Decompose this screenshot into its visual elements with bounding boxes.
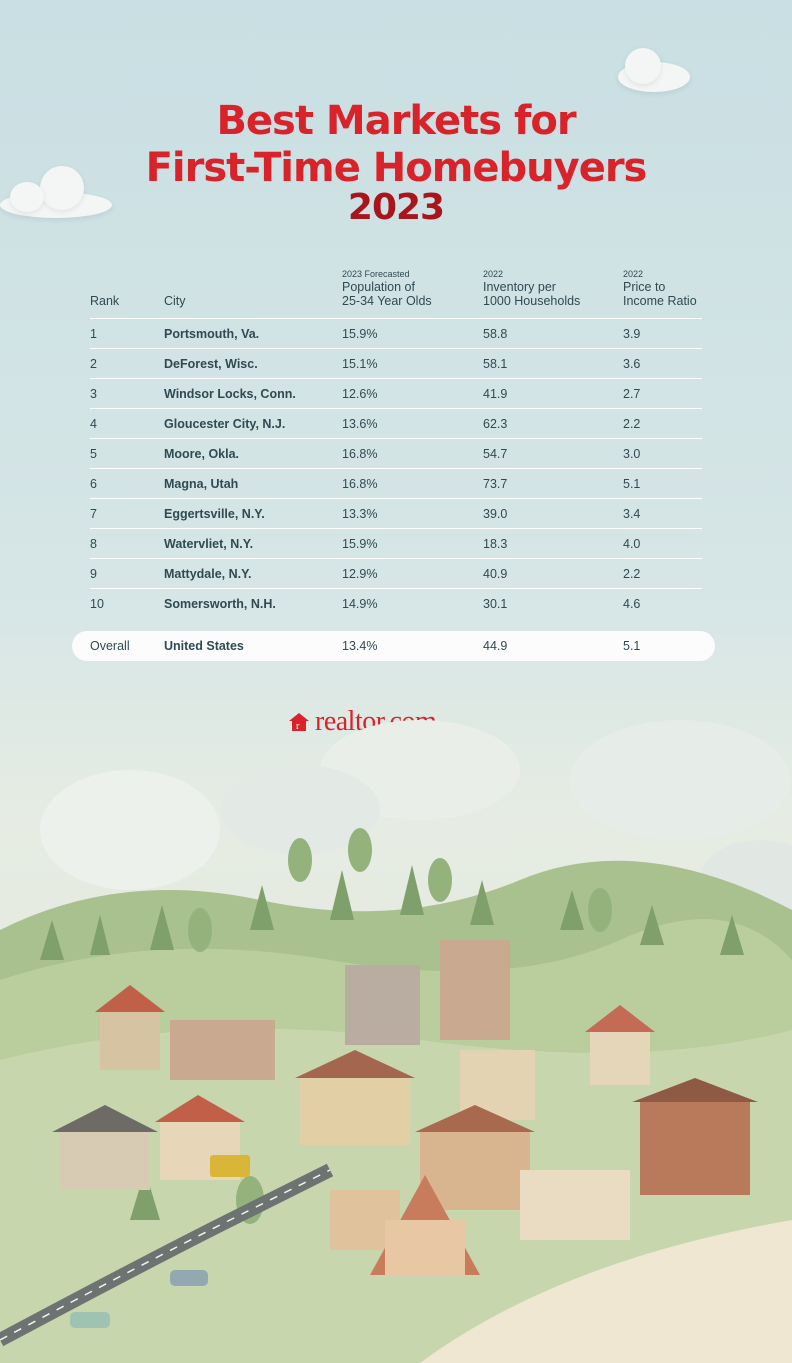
overall-city: United States xyxy=(164,639,244,653)
header-city: City xyxy=(164,294,186,308)
cell-ratio: 3.4 xyxy=(623,507,641,521)
header-inventory: 2022 Inventory per 1000 Households xyxy=(483,269,580,308)
header-inventory-line1: Inventory per xyxy=(483,280,556,294)
cell-rank: 10 xyxy=(90,597,104,611)
cell-city: Somersworth, N.H. xyxy=(164,597,276,611)
cell-city: Mattydale, N.Y. xyxy=(164,567,252,581)
header-ratio: 2022 Price to Income Ratio xyxy=(623,269,697,308)
table-row: 10 Somersworth, N.H. 14.9% 30.1 4.6 xyxy=(90,589,702,618)
header-population-line1: Population of xyxy=(342,280,415,294)
table-row: 1 Portsmouth, Va. 15.9% 58.8 3.9 xyxy=(90,319,702,349)
table-row: 4 Gloucester City, N.J. 13.6% 62.3 2.2 xyxy=(90,409,702,439)
cell-ratio: 3.9 xyxy=(623,327,641,341)
cell-population: 16.8% xyxy=(342,447,378,461)
cell-ratio: 2.2 xyxy=(623,417,641,431)
cloud xyxy=(10,182,44,212)
cell-rank: 9 xyxy=(90,567,97,581)
cell-inventory: 41.9 xyxy=(483,387,508,401)
cell-inventory: 40.9 xyxy=(483,567,508,581)
cell-population: 14.9% xyxy=(342,597,378,611)
cell-inventory: 54.7 xyxy=(483,447,508,461)
cell-rank: 4 xyxy=(90,417,97,431)
table-row: 2 DeForest, Wisc. 15.1% 58.1 3.6 xyxy=(90,349,702,379)
cell-inventory: 18.3 xyxy=(483,537,508,551)
cell-population: 12.9% xyxy=(342,567,378,581)
cell-city: Eggertsville, N.Y. xyxy=(164,507,265,521)
cell-population: 13.3% xyxy=(342,507,378,521)
header-ratio-line2: Income Ratio xyxy=(623,294,697,308)
title-year: 2023 xyxy=(347,187,445,228)
header-ratio-line1: Price to xyxy=(623,280,666,294)
table-row: 6 Magna, Utah 16.8% 73.7 5.1 xyxy=(90,469,702,499)
overall-ratio: 5.1 xyxy=(623,639,641,653)
cell-rank: 1 xyxy=(90,327,97,341)
overall-label: Overall xyxy=(90,639,130,653)
cell-city: Windsor Locks, Conn. xyxy=(164,387,296,401)
cell-inventory: 62.3 xyxy=(483,417,508,431)
cell-ratio: 2.2 xyxy=(623,567,641,581)
table-row: 5 Moore, Okla. 16.8% 54.7 3.0 xyxy=(90,439,702,469)
cell-city: Watervliet, N.Y. xyxy=(164,537,254,551)
overall-row: Overall United States 13.4% 44.9 5.1 xyxy=(72,631,715,661)
cell-population: 12.6% xyxy=(342,387,378,401)
rankings-table: Rank City 2023 Forecasted Population of … xyxy=(90,269,702,618)
cell-inventory: 58.8 xyxy=(483,327,508,341)
cell-city: Moore, Okla. xyxy=(164,447,240,461)
cell-inventory: 30.1 xyxy=(483,597,508,611)
cell-population: 15.9% xyxy=(342,327,378,341)
header-ratio-small: 2022 xyxy=(623,269,644,279)
cell-inventory: 73.7 xyxy=(483,477,508,491)
header-population: 2023 Forecasted Population of 25-34 Year… xyxy=(342,269,432,308)
cell-ratio: 3.6 xyxy=(623,357,641,371)
cloud xyxy=(40,166,84,210)
header-population-line2: 25-34 Year Olds xyxy=(342,294,432,308)
cell-rank: 6 xyxy=(90,477,97,491)
cell-city: DeForest, Wisc. xyxy=(164,357,258,371)
cloud xyxy=(625,48,661,84)
table-row: 9 Mattydale, N.Y. 12.9% 40.9 2.2 xyxy=(90,559,702,589)
cell-population: 15.1% xyxy=(342,357,378,371)
cell-city: Portsmouth, Va. xyxy=(164,327,260,341)
overall-inventory: 44.9 xyxy=(483,639,508,653)
cell-population: 16.8% xyxy=(342,477,378,491)
cell-rank: 8 xyxy=(90,537,97,551)
cell-inventory: 39.0 xyxy=(483,507,508,521)
table-row: 3 Windsor Locks, Conn. 12.6% 41.9 2.7 xyxy=(90,379,702,409)
cell-city: Magna, Utah xyxy=(164,477,239,491)
cell-rank: 5 xyxy=(90,447,97,461)
town-illustration xyxy=(0,720,792,1363)
house-icon: r xyxy=(289,713,309,732)
cell-population: 13.6% xyxy=(342,417,378,431)
overall-population: 13.4% xyxy=(342,639,378,653)
cell-population: 15.9% xyxy=(342,537,378,551)
cell-rank: 7 xyxy=(90,507,97,521)
table-row: 8 Watervliet, N.Y. 15.9% 18.3 4.0 xyxy=(90,529,702,559)
cell-ratio: 3.0 xyxy=(623,447,641,461)
svg-text:r: r xyxy=(296,721,300,732)
table-row: 7 Eggertsville, N.Y. 13.3% 39.0 3.4 xyxy=(90,499,702,529)
title-line-2: First-Time Homebuyers xyxy=(145,145,648,191)
cell-ratio: 5.1 xyxy=(623,477,641,491)
cell-ratio: 2.7 xyxy=(623,387,641,401)
cell-rank: 2 xyxy=(90,357,97,371)
cell-inventory: 58.1 xyxy=(483,357,508,371)
header-rank: Rank xyxy=(90,294,120,308)
title-line-1: Best Markets for xyxy=(216,98,576,144)
cell-ratio: 4.0 xyxy=(623,537,641,551)
cell-city: Gloucester City, N.J. xyxy=(164,417,286,431)
table-header: Rank City 2023 Forecasted Population of … xyxy=(90,269,702,319)
header-population-small: 2023 Forecasted xyxy=(342,269,410,279)
cell-rank: 3 xyxy=(90,387,97,401)
cell-ratio: 4.6 xyxy=(623,597,641,611)
header-inventory-line2: 1000 Households xyxy=(483,294,581,308)
header-inventory-small: 2022 xyxy=(483,269,504,279)
